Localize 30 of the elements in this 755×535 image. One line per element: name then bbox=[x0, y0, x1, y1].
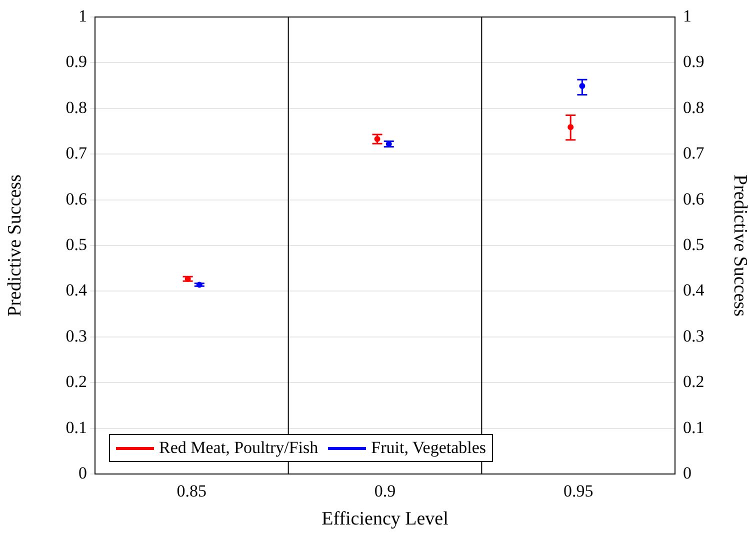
y-tick-label: 0.5 bbox=[66, 234, 87, 254]
y-tick-label: 1 bbox=[78, 6, 87, 26]
y-tick-label: 0.1 bbox=[66, 418, 87, 437]
y2-tick-label: 0.8 bbox=[683, 98, 704, 117]
y2-axis-title: Predictive Success bbox=[730, 174, 751, 316]
y-tick-label: 0.3 bbox=[66, 326, 87, 346]
legend-label: Fruit, Vegetables bbox=[371, 438, 486, 458]
y-tick-label: 0.4 bbox=[66, 280, 88, 300]
y2-tick-label: 0.1 bbox=[683, 418, 704, 437]
x-tick-label: 0.85 bbox=[176, 482, 207, 501]
x-tick-label: 0.9 bbox=[374, 482, 396, 501]
y2-tick-label: 0.3 bbox=[683, 326, 704, 346]
x-axis-title: Efficiency Level bbox=[322, 508, 448, 530]
y2-tick-label: 0.4 bbox=[683, 280, 705, 300]
y2-tick-label: 0 bbox=[683, 463, 692, 482]
y-tick-label: 0.7 bbox=[66, 144, 88, 163]
y2-tick-label: 1 bbox=[683, 6, 692, 26]
y-axis-title: Predictive Success bbox=[4, 174, 26, 316]
y2-tick-label: 0.6 bbox=[683, 189, 704, 208]
x-tick-label: 0.95 bbox=[563, 482, 594, 501]
y2-tick-label: 0.9 bbox=[683, 52, 704, 72]
y-tick-label: 0 bbox=[78, 463, 87, 482]
y-tick-label: 0.9 bbox=[66, 52, 87, 72]
y-tick-label: 0.2 bbox=[66, 372, 87, 392]
y2-tick-label: 0.2 bbox=[683, 372, 704, 392]
y-tick-label: 0.8 bbox=[66, 98, 87, 117]
legend-label: Red Meat, Poultry/Fish bbox=[159, 438, 318, 458]
y2-tick-label: 0.5 bbox=[683, 234, 704, 254]
y-tick-label: 0.6 bbox=[66, 189, 87, 208]
y2-tick-label: 0.7 bbox=[683, 144, 705, 163]
